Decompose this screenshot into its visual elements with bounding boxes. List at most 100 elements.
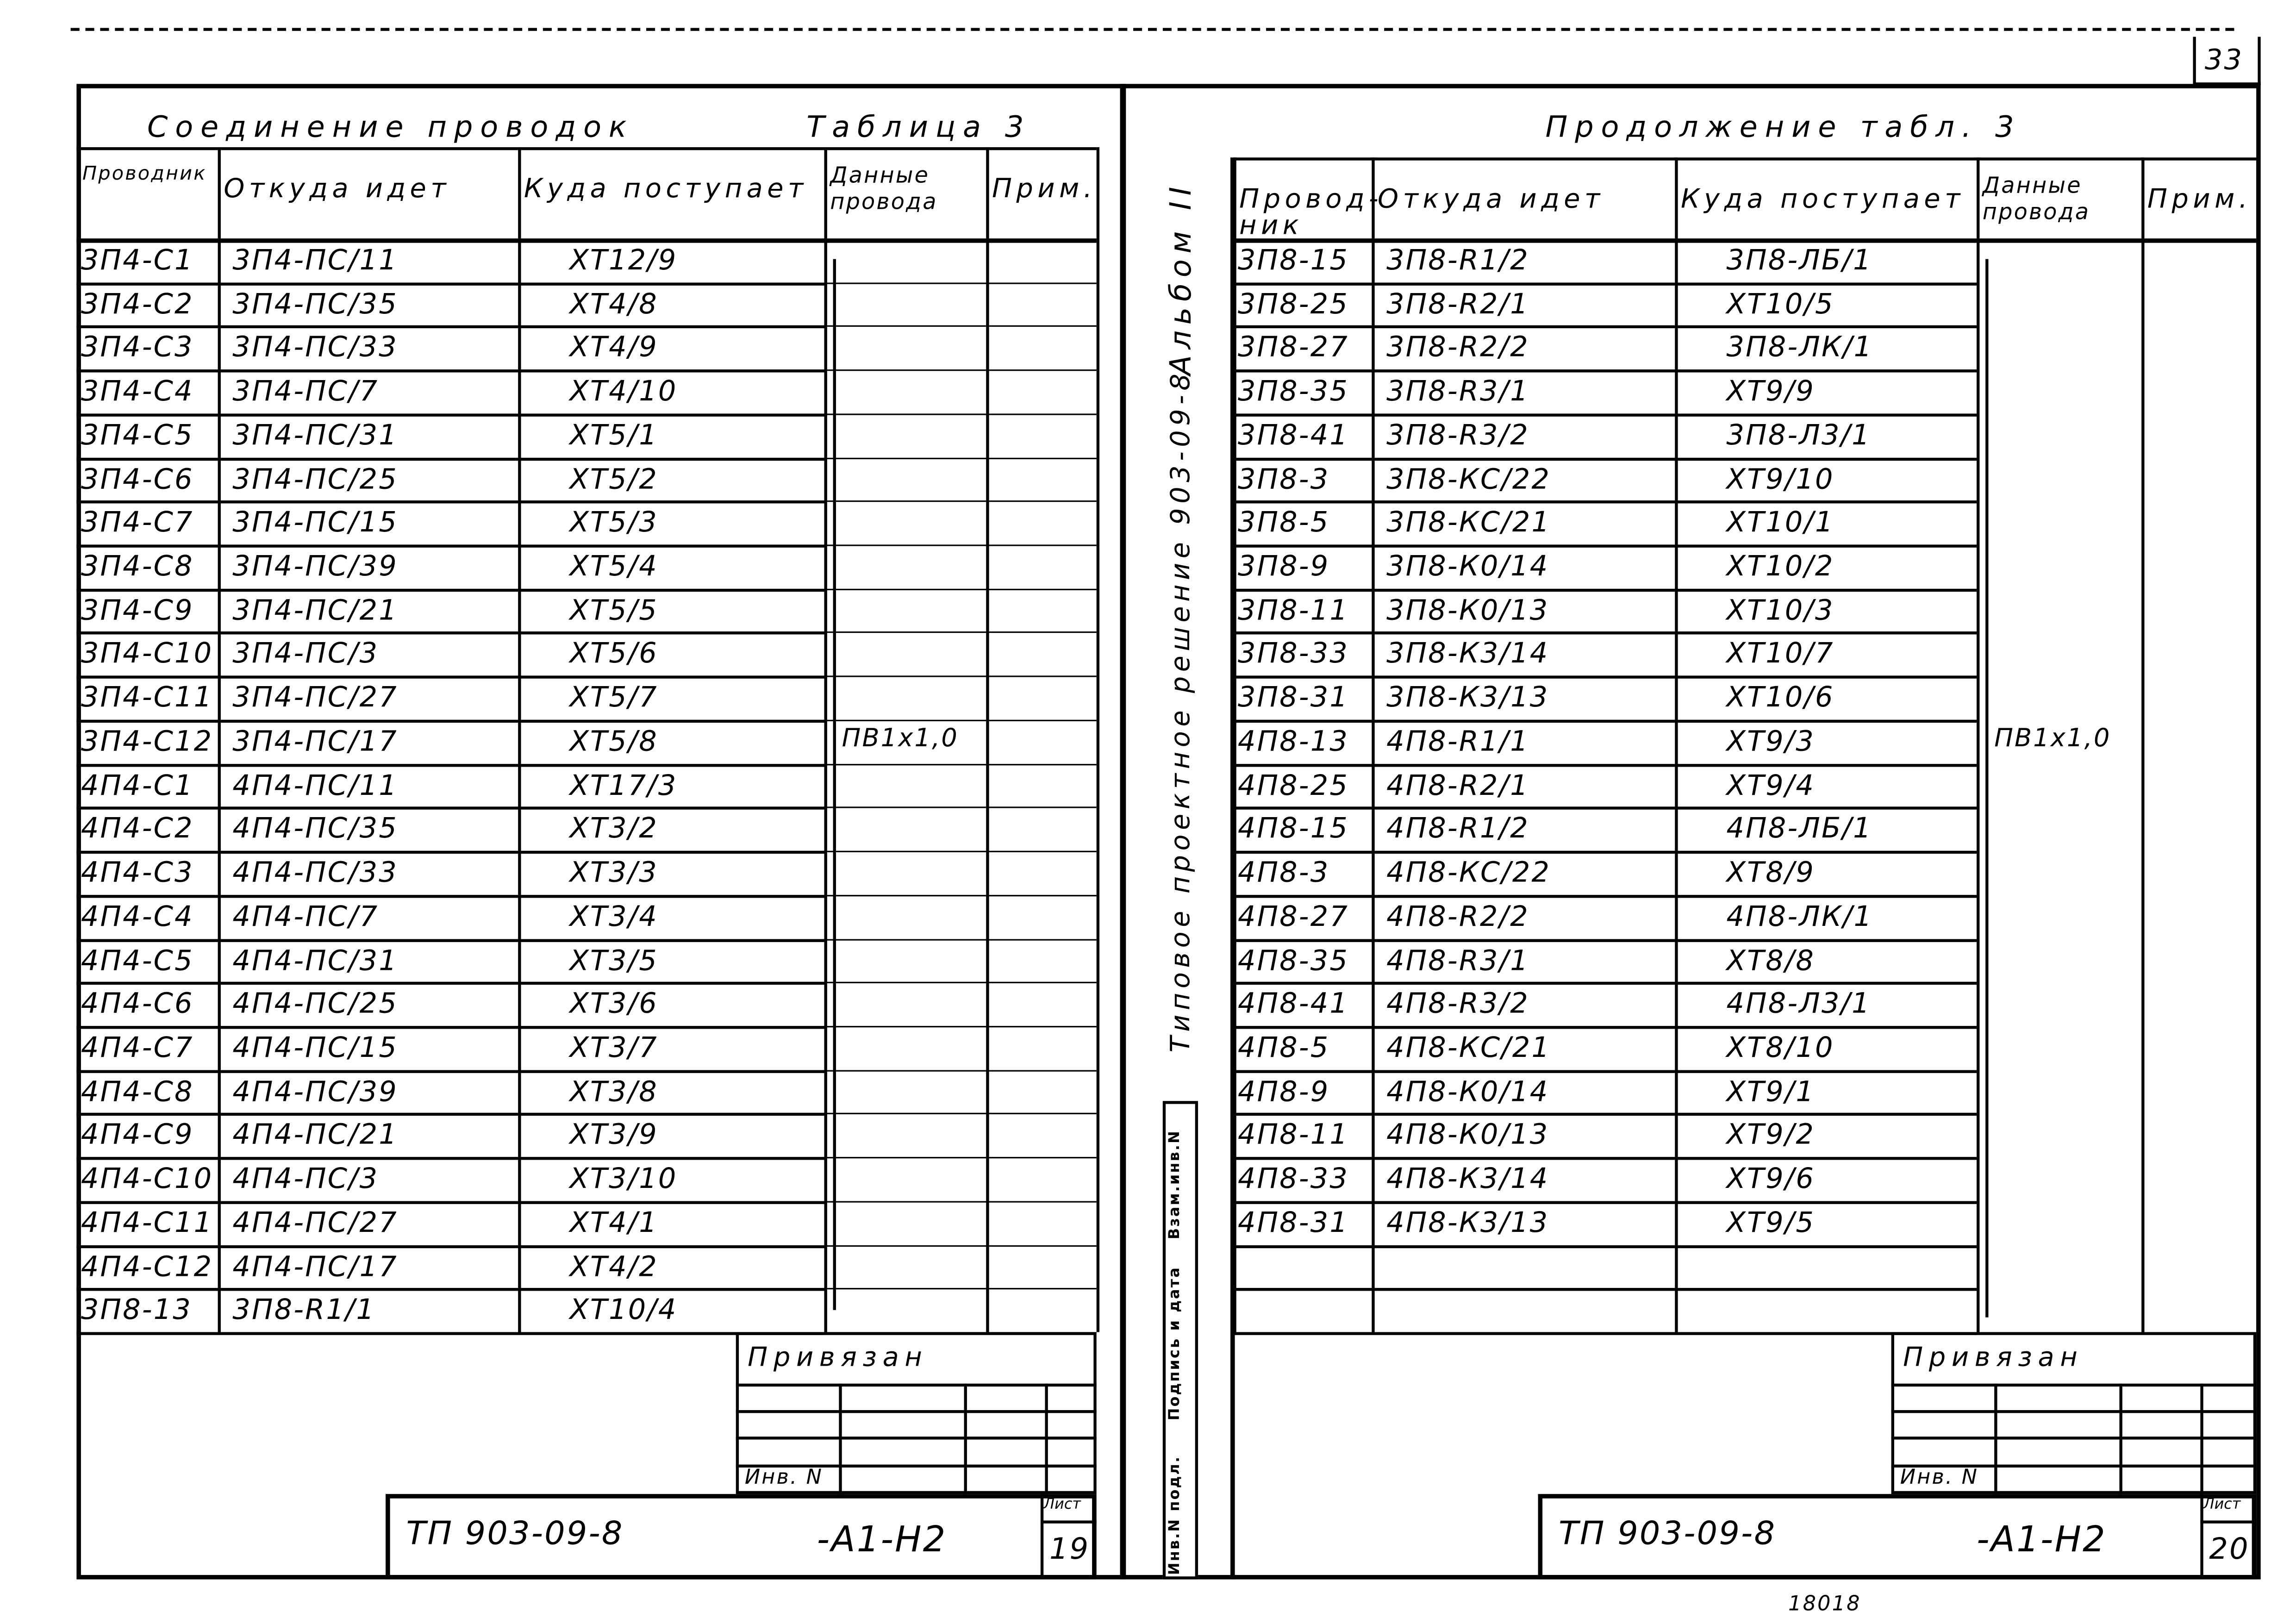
row-to: 3П8-ЛБ/1 (1726, 244, 1872, 277)
row-from: 3П4-ПС/3 (232, 638, 379, 671)
row-rule (76, 1069, 824, 1073)
bracket-line (1985, 259, 1989, 1318)
row-conductor: 4П4-С7 (81, 1031, 194, 1064)
row-from: 3П8-К0/13 (1386, 594, 1549, 627)
binding-stamp (736, 1332, 1097, 1494)
approval-stamp (1162, 1101, 1198, 1580)
sheet-code: -А1-Н2 (817, 1519, 947, 1561)
row-from: 4П8-КС/22 (1386, 856, 1551, 889)
row-to: 4П8-Л3/1 (1726, 988, 1871, 1021)
column-header: Прим. (2147, 184, 2252, 215)
row-rule (1233, 1025, 1977, 1029)
row-rule (1233, 1332, 1977, 1335)
row-to: XT10/3 (1726, 594, 1834, 627)
row-rule (76, 719, 824, 723)
stamp-rule (736, 1410, 1097, 1413)
row-from: 4П4-ПС/25 (232, 988, 398, 1021)
row-to: 3П8-ЛК/1 (1726, 331, 1873, 364)
row-rule (824, 1157, 1097, 1159)
bracket-line (833, 259, 836, 1310)
column-rule (1977, 157, 1980, 1332)
row-rule (76, 850, 824, 854)
row-to: XT3/6 (569, 988, 658, 1021)
row-rule (1233, 982, 1977, 985)
row-to: XT9/10 (1726, 463, 1834, 496)
row-from: 4П8-К3/14 (1386, 1163, 1549, 1196)
row-from: 4П8-R3/2 (1386, 988, 1529, 1021)
sheet-number: 19 (1049, 1530, 1090, 1566)
row-to: XT8/8 (1726, 944, 1815, 977)
document-code: ТП 903-09-8 (1559, 1516, 1777, 1553)
row-to: XT5/6 (569, 638, 658, 671)
right-title: Продолжение табл. 3 (1545, 109, 2021, 144)
column-rule (1675, 157, 1678, 1332)
row-to: XT3/2 (569, 813, 658, 846)
row-from: 4П8-R1/1 (1386, 725, 1529, 758)
row-to: 4П8-ЛК/1 (1726, 900, 1873, 933)
stamp-rule (1891, 1383, 2257, 1387)
row-conductor: 3П4-С10 (81, 638, 213, 671)
row-conductor: 4П4-С8 (81, 1075, 194, 1108)
row-conductor: 4П4-С5 (81, 944, 194, 977)
row-rule (76, 369, 824, 373)
column-rule (824, 147, 827, 1332)
row-rule (76, 413, 824, 417)
column-header: Откуда идет (224, 174, 451, 205)
row-conductor: 4П4-С10 (81, 1163, 213, 1196)
row-conductor: 4П8-25 (1237, 769, 1349, 802)
row-to: XT8/10 (1726, 1031, 1834, 1064)
row-from: 4П8-R1/2 (1386, 813, 1529, 846)
row-from: 3П8-КС/21 (1386, 506, 1551, 539)
row-conductor: 3П8-31 (1237, 681, 1349, 714)
bound-label: Привязан (748, 1342, 928, 1374)
column-rule (2141, 157, 2145, 1332)
stamp-rule (736, 1464, 1097, 1468)
row-conductor: 4П4-С2 (81, 813, 194, 846)
row-rule (824, 457, 1097, 459)
stamp-field-inv: Инв.N подл. (1167, 1455, 1184, 1575)
row-from: 4П4-ПС/15 (232, 1031, 398, 1064)
column-rule (986, 147, 989, 1332)
row-from: 3П8-R1/1 (232, 1294, 376, 1327)
row-rule (76, 544, 824, 548)
row-to: XT3/4 (569, 900, 658, 933)
column-rule (1233, 157, 1236, 1332)
row-from: 3П8-К3/14 (1386, 638, 1549, 671)
row-conductor: 4П4-С6 (81, 988, 194, 1021)
row-rule (824, 588, 1097, 590)
title-block (386, 1494, 1097, 1580)
row-to: XT3/10 (569, 1163, 678, 1196)
row-rule (1233, 326, 1977, 329)
row-rule (824, 763, 1097, 765)
column-header: Данные провода (830, 162, 938, 215)
row-conductor: 3П4-С8 (81, 550, 194, 583)
row-rule (76, 938, 824, 942)
row-rule (76, 588, 824, 592)
row-from: 3П8-R2/2 (1386, 331, 1529, 364)
row-to: XT3/8 (569, 1075, 658, 1108)
row-conductor: 3П8-35 (1237, 375, 1349, 408)
stamp-rule (2119, 1383, 2122, 1494)
stamp-rule (1891, 1410, 2257, 1413)
row-conductor: 4П8-33 (1237, 1163, 1349, 1196)
row-to: 3П8-Л3/1 (1726, 419, 1871, 452)
sheet-label: Лист (2203, 1497, 2241, 1513)
row-to: XT10/2 (1726, 550, 1834, 583)
column-rule (1372, 157, 1375, 1332)
row-from: 4П4-ПС/31 (232, 944, 398, 977)
row-rule (824, 501, 1097, 503)
row-rule (824, 632, 1097, 634)
row-rule (824, 938, 1097, 940)
title-block-rule (2200, 1520, 2257, 1524)
column-header: Провод-ник (1239, 184, 1383, 242)
row-rule (76, 763, 824, 767)
column-rule (1096, 147, 1100, 1332)
row-rule (824, 1113, 1097, 1115)
row-conductor: 3П4-С12 (81, 725, 213, 758)
row-conductor: 4П4-С9 (81, 1119, 194, 1152)
column-header: Куда поступает (524, 174, 808, 205)
row-rule (1233, 457, 1977, 460)
row-from: 4П8-R3/1 (1386, 944, 1529, 977)
row-from: 3П8-К0/14 (1386, 550, 1549, 583)
